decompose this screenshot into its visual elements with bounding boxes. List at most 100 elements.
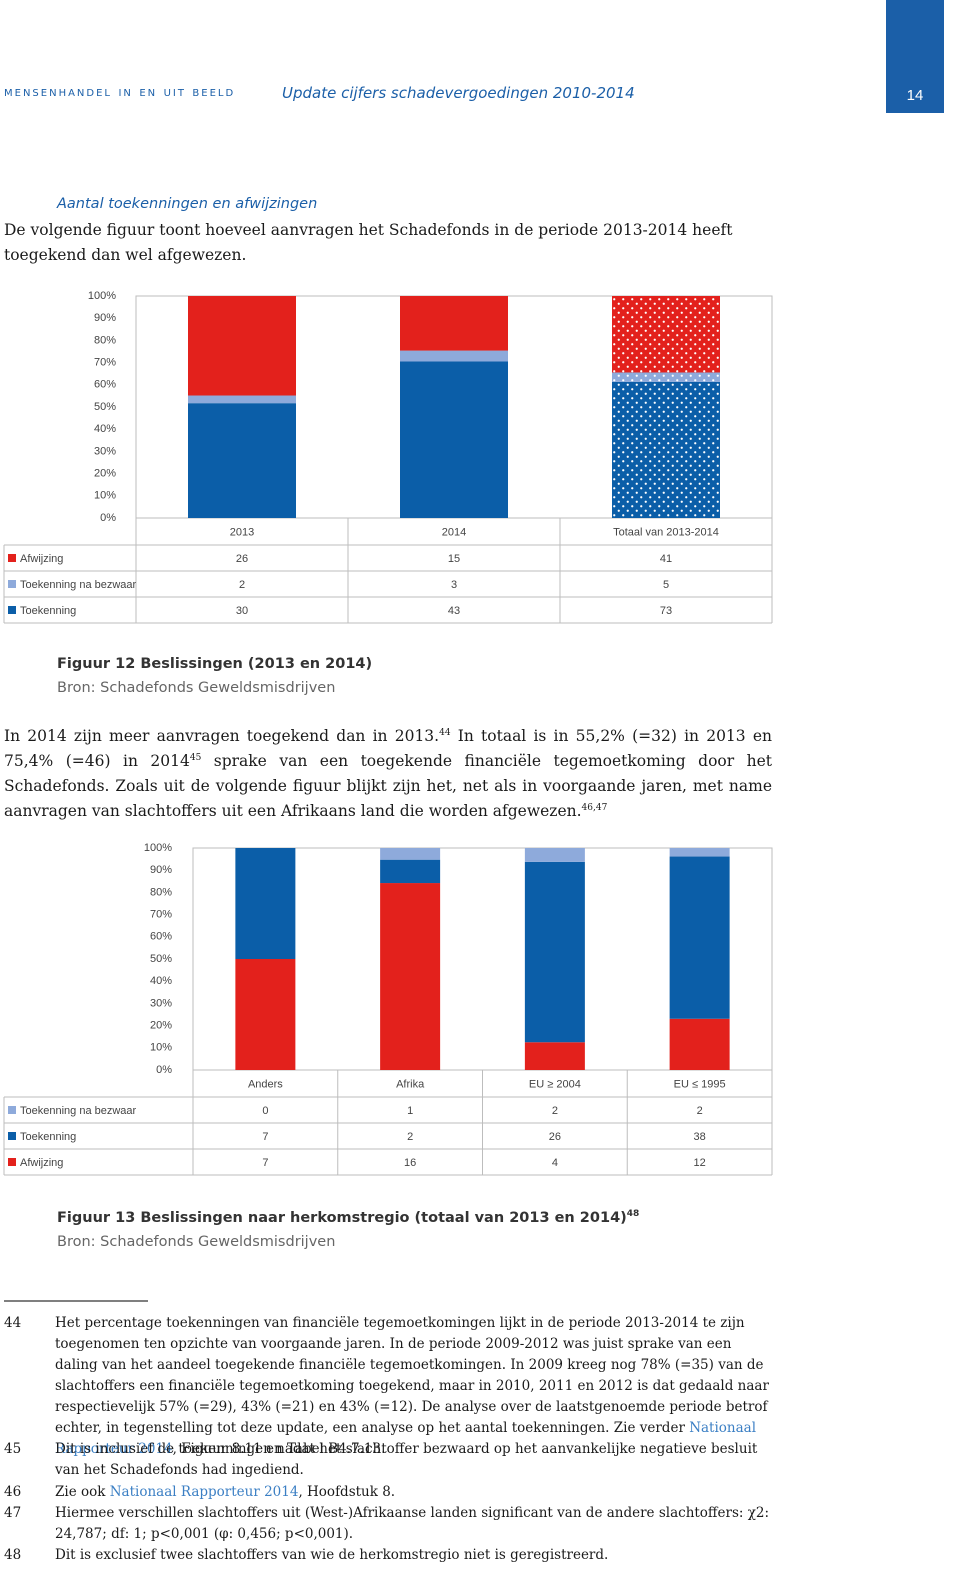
- x-tick-label: 2014: [442, 526, 466, 538]
- table-value: 0: [262, 1105, 268, 1117]
- bar-segment: [524, 848, 585, 862]
- table-value: 2: [552, 1105, 558, 1117]
- x-tick-label: Totaal van 2013-2014: [613, 526, 719, 538]
- table-value: 3: [451, 579, 457, 591]
- y-tick-label: 10%: [150, 1042, 172, 1054]
- table-value: 26: [236, 553, 248, 565]
- caption: Figuur 13 Beslissingen naar herkomstregi…: [57, 1206, 639, 1254]
- footnote: 44 Het percentage toekenningen van financ…: [4, 1313, 772, 1460]
- caption-title: Figuur 13 Beslissingen naar herkomstregi…: [57, 1206, 639, 1230]
- table-value: 30: [236, 605, 248, 617]
- bar-segment: [669, 1018, 730, 1070]
- bar-segment: [400, 296, 508, 351]
- y-tick-label: 100%: [88, 290, 116, 302]
- table-value: 1: [407, 1105, 413, 1117]
- legend-label: Afwijzing: [20, 553, 63, 565]
- table-value: 73: [660, 605, 672, 617]
- y-tick-label: 70%: [150, 909, 172, 921]
- text-run: Dit is exclusief twee slachtoffers van w…: [55, 1547, 609, 1563]
- bar-segment: [524, 1042, 585, 1070]
- y-tick-label: 60%: [150, 931, 172, 943]
- legend-label: Toekenning: [20, 605, 76, 617]
- link[interactable]: Nationaal Rapporteur 2014: [109, 1484, 299, 1500]
- legend-swatch: [8, 580, 16, 588]
- x-tick-label: Anders: [248, 1078, 283, 1090]
- bar-segment: [235, 848, 296, 959]
- y-tick-label: 40%: [94, 423, 116, 435]
- table-value: 12: [694, 1157, 706, 1169]
- table-value: 7: [262, 1131, 268, 1143]
- footnote-text: Dit is exclusief twee slachtoffers van w…: [55, 1545, 772, 1566]
- y-tick-label: 50%: [150, 953, 172, 965]
- table-value: 15: [448, 553, 460, 565]
- bar-segment: [380, 859, 441, 884]
- table-value: 5: [663, 579, 669, 591]
- footnote-text: Zie ook Nationaal Rapporteur 2014, Hoofd…: [55, 1482, 772, 1503]
- text-run: In 2014 zijn meer aanvragen toegekend da…: [4, 727, 440, 745]
- legend-swatch: [8, 606, 16, 614]
- y-tick-label: 50%: [94, 401, 116, 413]
- link[interactable]: Nationaal Rapporteur 2014: [55, 1420, 757, 1457]
- bar-segment: [235, 959, 296, 1070]
- bar-segment: [669, 856, 730, 1019]
- text-run: Hiermee verschillen slachtoffers uit (We…: [55, 1505, 770, 1542]
- table-value: 7: [262, 1157, 268, 1169]
- text-run: , Figuur 8.11 en Tabel B4.7.13.: [172, 1441, 386, 1457]
- bar-segment: [612, 296, 720, 373]
- x-tick-label: Afrika: [396, 1078, 425, 1090]
- text-run: , Hoofdstuk 8.: [298, 1484, 396, 1500]
- page-number: 14: [907, 87, 924, 104]
- intro-heading: Aantal toekenningen en afwijzingen: [57, 196, 318, 212]
- footnote-number: 47: [4, 1505, 22, 1521]
- y-tick-label: 70%: [94, 357, 116, 369]
- footnote: 48 Dit is exclusief twee slachtoffers van…: [4, 1545, 772, 1566]
- x-tick-label: EU ≤ 1995: [674, 1078, 726, 1090]
- footnote-text: Hiermee verschillen slachtoffers uit (We…: [55, 1503, 772, 1545]
- table-value: 2: [697, 1105, 703, 1117]
- y-tick-label: 60%: [94, 379, 116, 391]
- series-title: mensenhandel in en uit beeld: [4, 84, 236, 100]
- footnote-number: 44: [4, 1315, 22, 1331]
- footnote-text: Het percentage toekenningen van financië…: [55, 1313, 772, 1460]
- bar-segment: [669, 848, 730, 857]
- text-run: Figuur 13 Beslissingen naar herkomstregi…: [57, 1210, 627, 1226]
- x-tick-label: 2013: [230, 526, 254, 538]
- text-run: sprake van een toegekende financiële teg…: [4, 752, 772, 820]
- legend-label: Toekenning na bezwaar: [20, 1105, 137, 1117]
- y-tick-label: 80%: [94, 334, 116, 346]
- bar-segment: [524, 861, 585, 1043]
- footnote-ref: 48: [626, 1209, 640, 1220]
- bar-segment: [380, 883, 441, 1070]
- footnote-ref: 46,47: [581, 802, 608, 813]
- legend-swatch: [8, 1158, 16, 1166]
- text-run: Het percentage toekenningen van financië…: [55, 1315, 769, 1436]
- intro-text: De volgende figuur toont hoeveel aanvrag…: [4, 221, 733, 264]
- bar-segment: [188, 395, 296, 404]
- x-tick-label: EU ≥ 2004: [529, 1078, 581, 1090]
- bar-segment: [188, 403, 296, 518]
- footnote-number: 45: [4, 1441, 22, 1457]
- y-tick-label: 0%: [156, 1064, 172, 1076]
- bar-segment: [380, 848, 441, 860]
- caption: Figuur 12 Beslissingen (2013 en 2014) Bro…: [57, 652, 372, 700]
- y-tick-label: 30%: [150, 997, 172, 1009]
- text-run: Dit is inclusief de toekenningen nadat h…: [55, 1441, 758, 1478]
- table-value: 43: [448, 605, 460, 617]
- bar-segment: [400, 361, 508, 518]
- table-value: 2: [407, 1131, 413, 1143]
- legend-swatch: [8, 1106, 16, 1114]
- table-value: 41: [660, 553, 672, 565]
- table-value: 26: [549, 1131, 561, 1143]
- footnote-number: 46: [4, 1484, 22, 1500]
- doc-title: Update cijfers schadevergoedingen 2010-2…: [282, 84, 635, 102]
- footnote: 45 Dit is inclusief de toekenningen nadat…: [4, 1439, 772, 1481]
- bar-segment: [612, 381, 720, 518]
- footnote-ref: 45: [189, 752, 202, 763]
- table-value: 4: [552, 1157, 558, 1169]
- y-tick-label: 30%: [94, 445, 116, 457]
- y-tick-label: 20%: [94, 468, 116, 480]
- caption-source: Bron: Schadefonds Geweldsmisdrijven: [57, 680, 336, 696]
- y-tick-label: 20%: [150, 1020, 172, 1032]
